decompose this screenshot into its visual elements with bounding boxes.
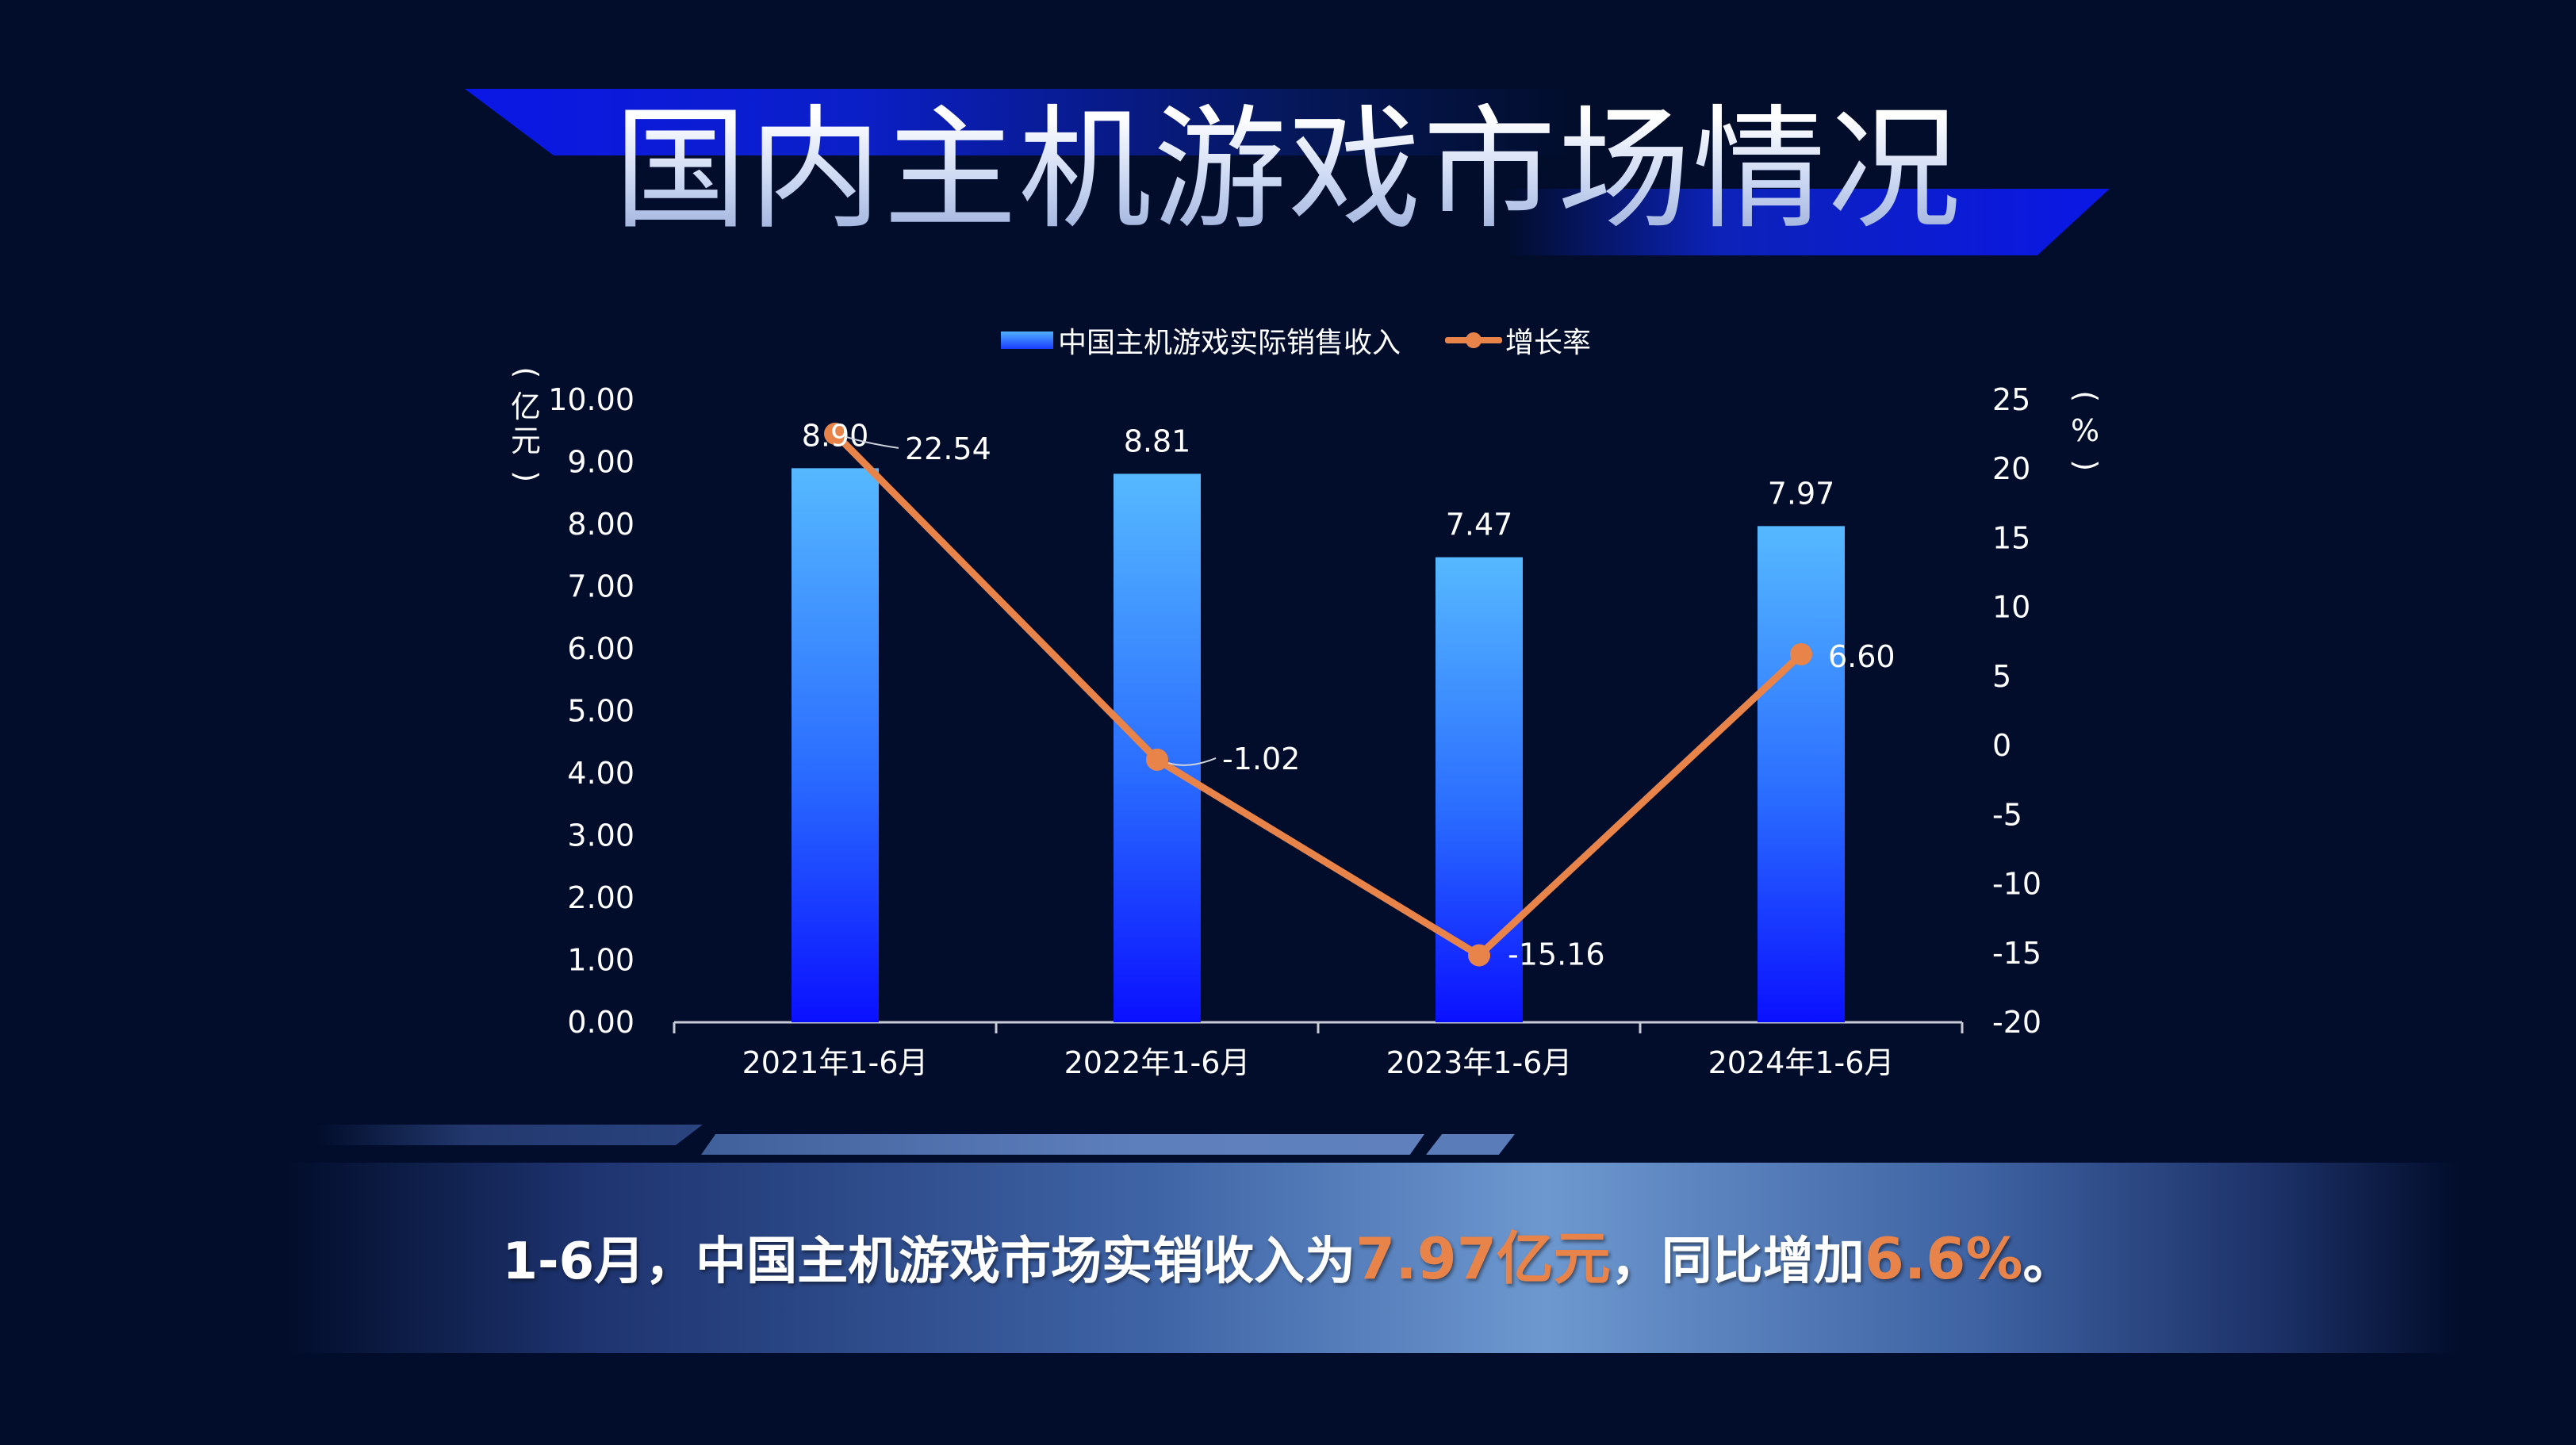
x-tick-label: 2021年1-6月 <box>742 1045 929 1080</box>
decor-strip-left <box>317 1125 703 1145</box>
right-tick-label: -10 <box>1992 867 2041 902</box>
summary-part-1: 1-6月，中国主机游戏市场实销收入为 <box>502 1232 1356 1291</box>
right-tick-label: 20 <box>1992 451 2030 486</box>
growth-value-label: 6.60 <box>1828 639 1896 674</box>
right-tick-label: 25 <box>1992 382 2030 417</box>
left-axis-unit: ( 亿元 ) <box>506 355 546 494</box>
summary-part-2: ，同比增加 <box>1610 1232 1865 1291</box>
chart-legend: 中国主机游戏实际销售收入 增长率 <box>1001 320 1591 360</box>
left-tick-label: 4.00 <box>567 756 634 791</box>
decor-strip-middle <box>701 1134 1424 1155</box>
bar-value-label: 7.47 <box>1446 508 1513 542</box>
title-accent-left <box>465 89 1575 155</box>
bar <box>792 468 879 1022</box>
right-tick-label: 0 <box>1992 728 2011 763</box>
right-tick-label: 10 <box>1992 590 2030 625</box>
left-tick-label: 10.00 <box>548 382 634 417</box>
x-tick-label: 2023年1-6月 <box>1386 1045 1573 1080</box>
summary-highlight-revenue: 7.97亿元 <box>1355 1225 1611 1292</box>
left-tick-label: 2.00 <box>567 880 634 915</box>
right-tick-label: 5 <box>1992 659 2011 694</box>
left-tick-label: 0.00 <box>567 1005 634 1040</box>
growth-rate-point <box>1790 642 1812 665</box>
bar-value-label: 8.90 <box>802 418 869 453</box>
legend-line-label: 增长率 <box>1505 327 1592 359</box>
legend-bar-swatch <box>1001 332 1053 349</box>
right-tick-label: -15 <box>1992 936 2041 971</box>
unit-label: 亿元 <box>510 389 541 459</box>
left-tick-label: 7.00 <box>567 569 634 604</box>
left-tick-label: 6.00 <box>567 631 634 666</box>
decor-strip-right <box>1426 1134 1515 1155</box>
left-tick-label: 1.00 <box>567 943 634 978</box>
growth-rate-point <box>1146 748 1168 771</box>
legend-bar-label: 中国主机游戏实际销售收入 <box>1058 327 1401 359</box>
bar <box>1114 473 1201 1022</box>
left-tick-label: 9.00 <box>567 445 634 480</box>
growth-value-label: -15.16 <box>1508 937 1605 972</box>
summary-highlight-growth: 6.6% <box>1864 1225 2023 1292</box>
growth-value-label: -1.02 <box>1222 742 1300 776</box>
growth-rate-line <box>831 430 1805 960</box>
growth-rate-point <box>1468 944 1490 967</box>
bar <box>1758 526 1845 1022</box>
right-axis-unit: ( % ) <box>2065 379 2105 483</box>
summary-part-3: 。 <box>2022 1232 2074 1291</box>
bar-value-label: 8.81 <box>1124 424 1191 458</box>
title-accent-right <box>1507 189 2110 255</box>
legend-line-swatch <box>1445 332 1503 348</box>
x-tick-label: 2024年1-6月 <box>1708 1045 1895 1080</box>
left-tick-label: 5.00 <box>567 694 634 729</box>
right-tick-label: 15 <box>1992 520 2030 555</box>
left-tick-label: 3.00 <box>567 818 634 853</box>
right-tick-label: -5 <box>1992 797 2022 832</box>
growth-label-leader <box>845 435 899 449</box>
bar-value-label: 7.97 <box>1768 476 1835 511</box>
summary-panel <box>286 1163 2459 1353</box>
x-tick-label: 2022年1-6月 <box>1064 1045 1251 1080</box>
growth-value-label: 22.54 <box>905 431 991 466</box>
growth-rate-point <box>824 422 846 445</box>
left-tick-label: 8.00 <box>567 507 634 542</box>
page-title: 国内主机游戏市场情况 <box>0 103 2576 236</box>
growth-label-leader <box>1167 757 1217 766</box>
right-tick-label: -20 <box>1992 1005 2041 1040</box>
summary-text: 1-6月，中国主机游戏市场实销收入为7.97亿元，同比增加6.6%。 <box>0 1212 2576 1295</box>
unit-label: % <box>2070 412 2100 448</box>
